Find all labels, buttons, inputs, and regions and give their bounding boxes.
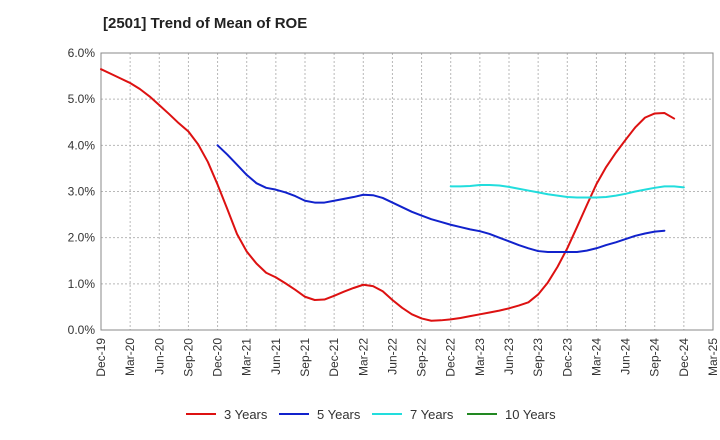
x-tick-label: Sep-21: [298, 338, 312, 377]
legend-label: 7 Years: [410, 407, 454, 422]
series-line-7-years: [449, 184, 685, 199]
x-tick-label: Sep-23: [531, 338, 545, 377]
x-tick-label: Dec-20: [211, 338, 225, 377]
y-tick-label: 1.0%: [68, 277, 96, 291]
y-tick-label: 2.0%: [68, 231, 96, 245]
y-tick-label: 0.0%: [68, 323, 96, 337]
x-tick-label: Dec-21: [327, 338, 341, 377]
x-tick-label: Mar-21: [240, 338, 254, 376]
legend: 3 Years 5 Years 7 Years 10 Years: [186, 407, 556, 422]
legend-label: 5 Years: [317, 407, 361, 422]
x-tick-label: Dec-23: [560, 338, 574, 377]
y-axis-tick-labels: 0.0% 1.0% 2.0% 3.0% 4.0% 5.0% 6.0%: [68, 46, 96, 337]
y-tick-label: 6.0%: [68, 46, 96, 60]
x-tick-label: Jun-21: [269, 338, 283, 375]
x-axis-tick-labels: Dec-19 Mar-20 Jun-20 Sep-20 Dec-20 Mar-21 Jun-…: [94, 338, 720, 377]
x-tick-label: Mar-23: [473, 338, 487, 376]
series-line-5-years: [216, 144, 666, 253]
x-tick-label: Sep-20: [181, 338, 195, 377]
x-tick-label: Jun-23: [502, 338, 516, 375]
x-tick-label: Mar-22: [356, 338, 370, 376]
x-tick-label: Jun-20: [152, 338, 166, 375]
x-tick-label: Sep-22: [415, 338, 429, 377]
chart-title: [2501] Trend of Mean of ROE: [103, 15, 308, 32]
plot-frame: [100, 52, 714, 331]
y-tick-label: 3.0%: [68, 185, 96, 199]
y-tick-label: 4.0%: [68, 138, 96, 152]
x-tick-label: Sep-24: [648, 338, 662, 377]
x-tick-label: Jun-24: [619, 338, 633, 375]
series-lines: [100, 68, 685, 322]
x-tick-label: Dec-19: [94, 338, 108, 377]
x-tick-label: Mar-24: [589, 338, 603, 376]
y-tick-label: 5.0%: [68, 92, 96, 106]
x-tick-label: Dec-24: [677, 338, 691, 377]
x-tick-label: Jun-22: [385, 338, 399, 375]
horizontal-gridlines: [101, 98, 713, 285]
x-tick-label: Dec-22: [444, 338, 458, 377]
legend-label: 3 Years: [224, 407, 268, 422]
x-tick-label: Mar-25: [706, 338, 720, 376]
x-tick-label: Mar-20: [123, 338, 137, 376]
legend-label: 10 Years: [505, 407, 556, 422]
series-line-3-years: [100, 68, 676, 322]
